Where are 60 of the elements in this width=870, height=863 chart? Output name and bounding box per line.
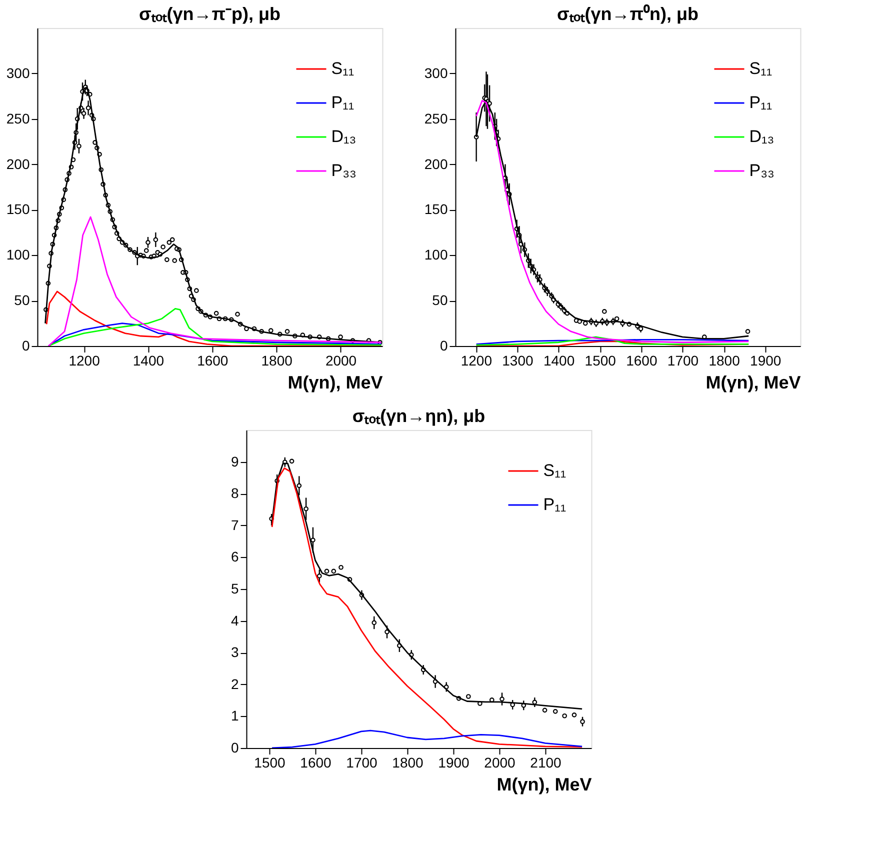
y-tick-label: 200 — [424, 156, 448, 172]
legend-label: S₁₁ — [749, 59, 772, 78]
legend-label: P₁₁ — [331, 93, 354, 112]
y-tick-label: 300 — [6, 64, 30, 81]
x-tick-label: 1600 — [626, 352, 658, 368]
y-tick-label: 8 — [230, 485, 239, 502]
y-tick-label: 4 — [230, 612, 239, 628]
x-axis-title: M(γn), MeV — [706, 372, 801, 392]
x-tick-label: 1800 — [261, 352, 293, 368]
y-tick-label: 200 — [6, 156, 30, 172]
chart-title: σₜₒₜ(γn→π⁻p), μb — [139, 4, 280, 24]
y-tick-label: 9 — [230, 453, 239, 470]
x-tick-label: 1700 — [667, 352, 699, 368]
y-tick-label: 7 — [230, 516, 239, 533]
x-tick-label: 1800 — [708, 352, 740, 368]
x-tick-label: 1500 — [584, 352, 616, 368]
y-tick-label: 3 — [230, 644, 239, 660]
legend-label: D₁₃ — [331, 127, 356, 146]
y-tick-label: 5 — [230, 580, 239, 596]
y-tick-label: 100 — [6, 246, 30, 263]
x-axis-title: M(γn), MeV — [288, 372, 383, 392]
legend-label: P₃₃ — [749, 161, 774, 180]
x-tick-label: 2000 — [484, 754, 516, 770]
x-tick-label: 1600 — [197, 352, 228, 368]
y-tick-label: 0 — [230, 740, 239, 756]
x-tick-label: 1900 — [750, 352, 782, 368]
y-tick-label: 250 — [6, 110, 30, 126]
x-tick-label: 1700 — [346, 754, 378, 770]
legend-label: P₁₁ — [543, 495, 566, 514]
x-tick-label: 1800 — [392, 754, 424, 770]
legend-label: D₁₃ — [749, 127, 774, 146]
x-tick-label: 1400 — [543, 352, 575, 368]
y-tick-label: 6 — [230, 548, 239, 565]
y-tick-label: 50 — [432, 292, 448, 308]
y-tick-label: 0 — [22, 338, 30, 354]
y-tick-label: 300 — [424, 64, 448, 81]
y-tick-label: 150 — [424, 201, 448, 218]
y-tick-label: 50 — [14, 292, 30, 308]
x-tick-label: 1600 — [300, 754, 332, 770]
y-tick-label: 1 — [230, 708, 239, 724]
legend-label: P₃₃ — [331, 161, 356, 180]
legend-label: P₁₁ — [749, 93, 772, 112]
y-tick-label: 100 — [424, 246, 448, 263]
legend-label: S₁₁ — [331, 59, 354, 78]
chart-title: σₜₒₜ(γn→π⁰n), μb — [557, 4, 698, 24]
x-tick-label: 1300 — [502, 352, 534, 368]
y-tick-label: 150 — [6, 201, 30, 218]
x-tick-label: 1400 — [132, 352, 164, 368]
x-axis-title: M(γn), MeV — [496, 774, 592, 794]
x-tick-label: 1200 — [68, 352, 100, 368]
x-tick-label: 2100 — [530, 754, 562, 770]
x-tick-label: 1200 — [460, 352, 492, 368]
y-tick-label: 2 — [230, 676, 239, 692]
x-tick-label: 2000 — [325, 352, 357, 368]
chart-title: σₜₒₜ(γn→ηn), μb — [352, 406, 486, 426]
x-tick-label: 1500 — [254, 754, 286, 770]
x-tick-label: 1900 — [438, 754, 470, 770]
y-tick-label: 250 — [424, 110, 448, 126]
y-tick-label: 0 — [440, 338, 448, 354]
legend-label: S₁₁ — [543, 461, 566, 480]
